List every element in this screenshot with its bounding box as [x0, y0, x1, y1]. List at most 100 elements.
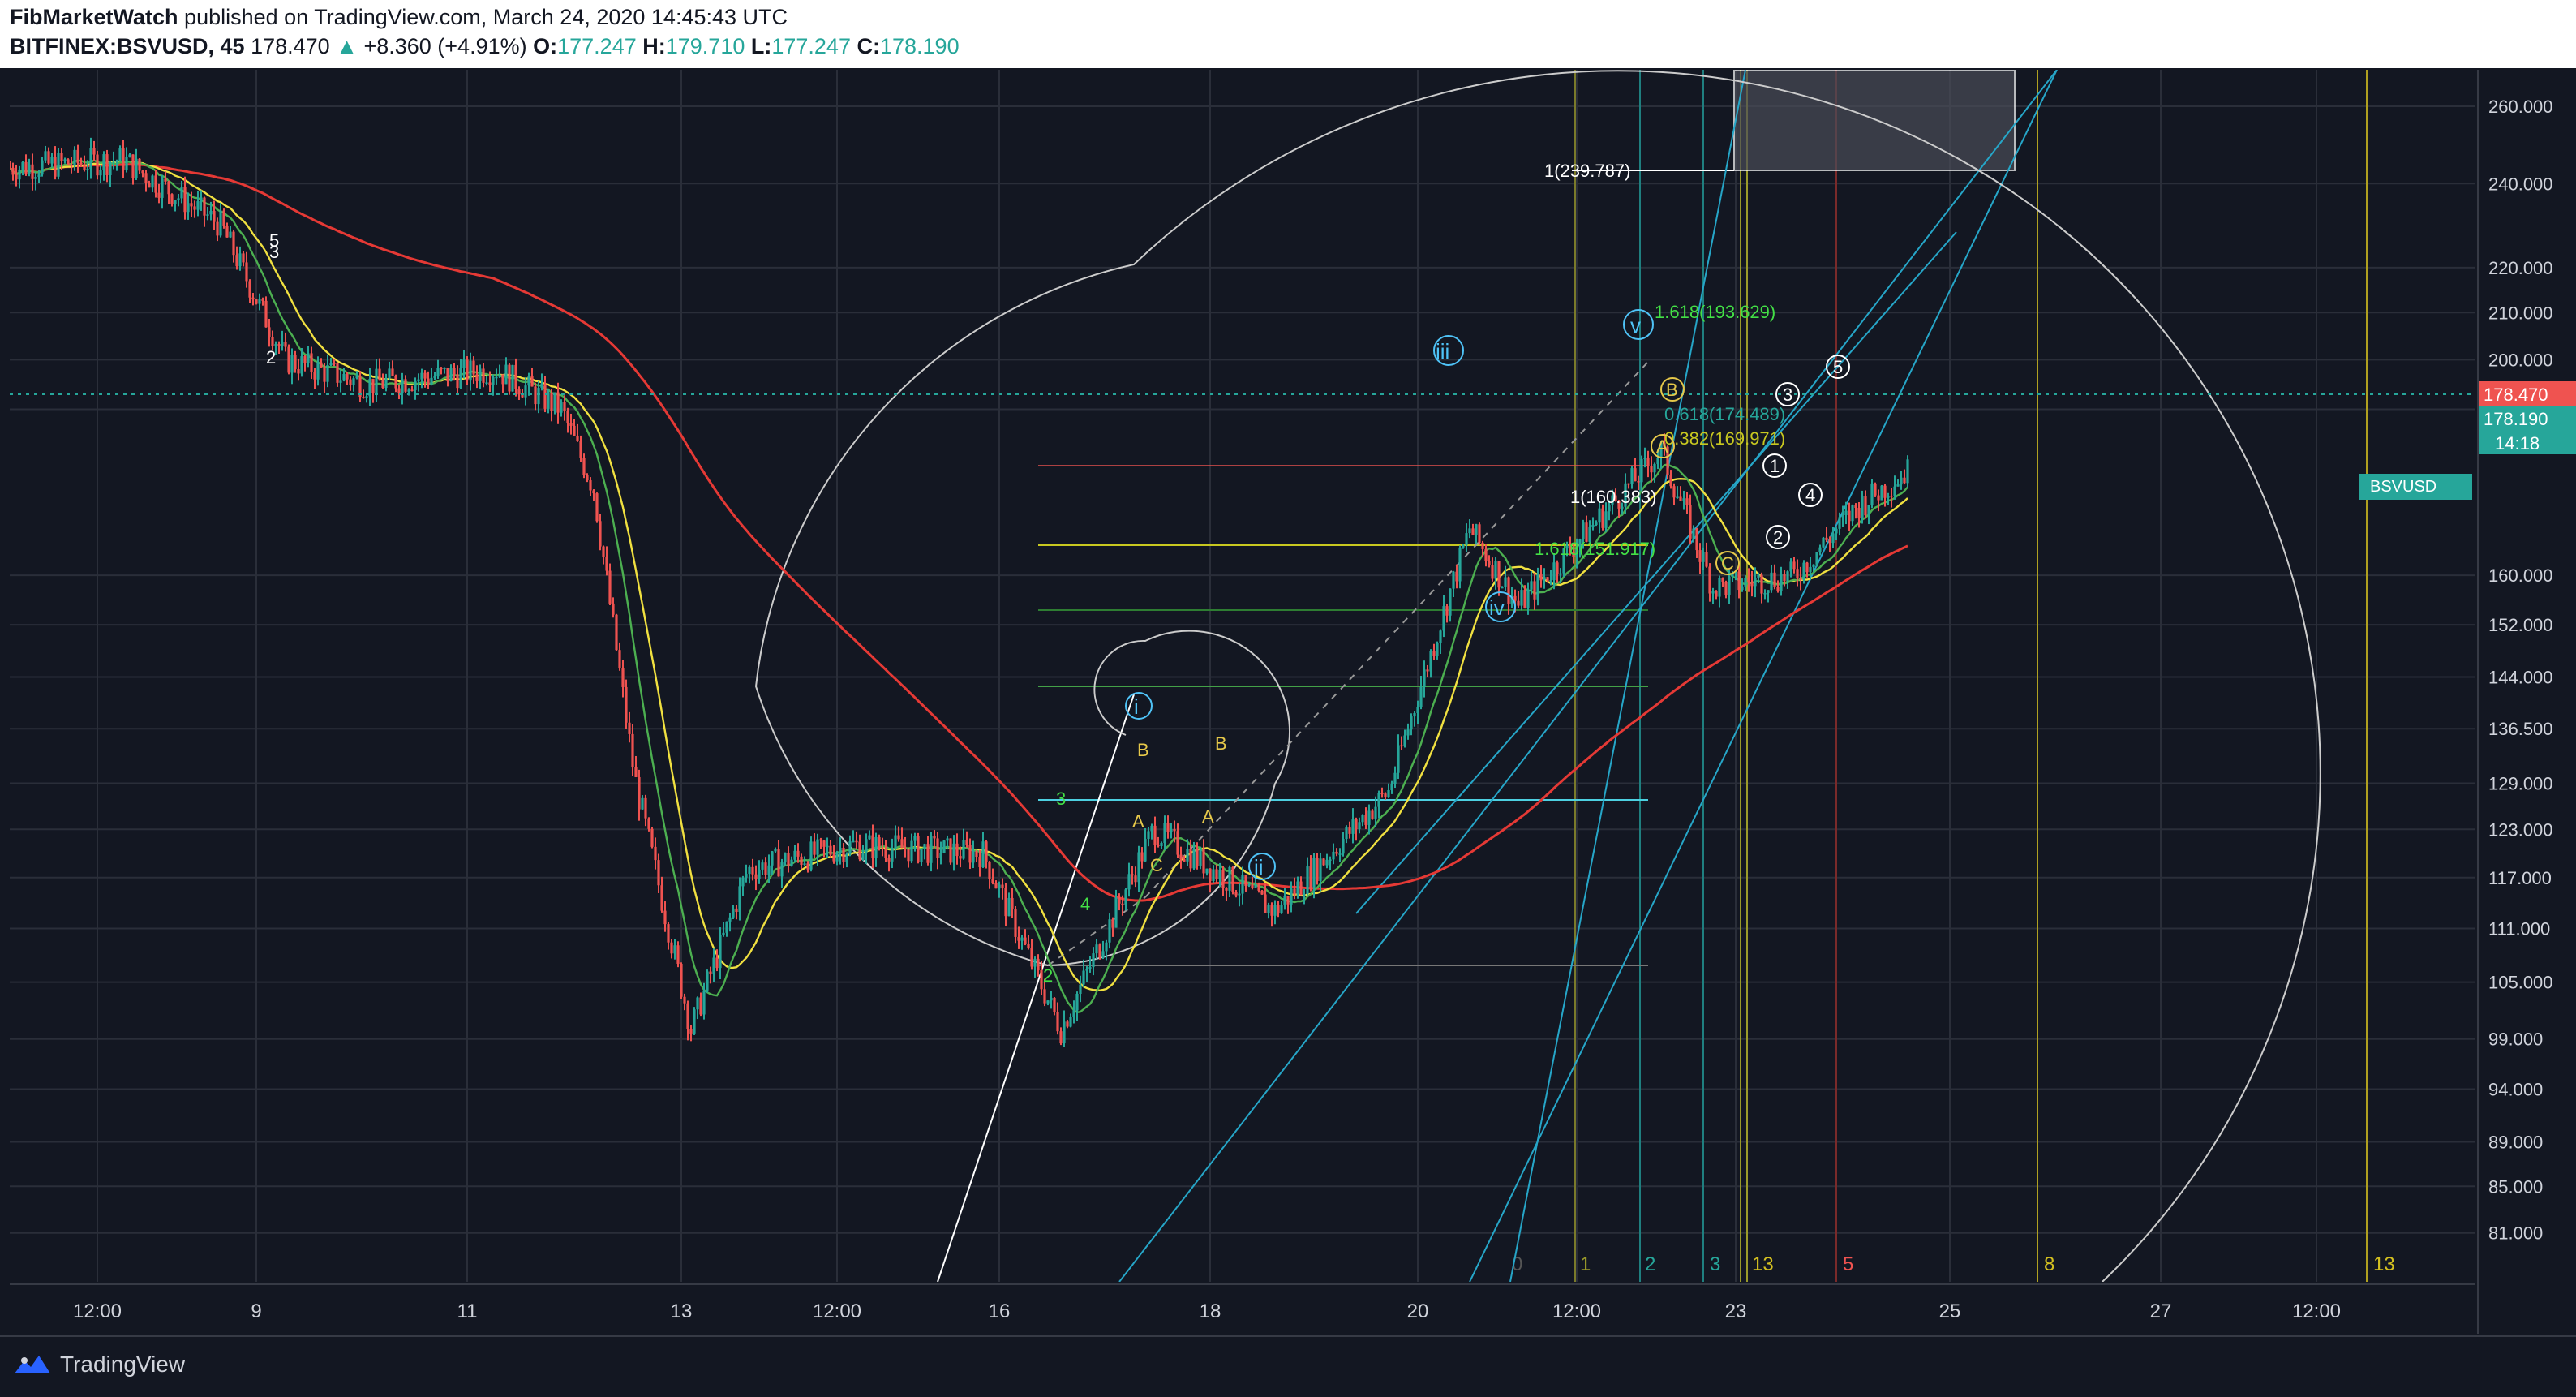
- candle-body: [663, 910, 667, 925]
- candle-body: [1445, 606, 1449, 616]
- candle-body: [654, 846, 657, 861]
- wave-label-v: v: [1630, 313, 1641, 337]
- candle-body: [1708, 566, 1711, 594]
- candle-body: [1176, 831, 1179, 855]
- candle-body: [1127, 874, 1131, 890]
- candle-body: [1520, 590, 1523, 606]
- candle-body: [1196, 849, 1199, 866]
- candle-body: [433, 376, 436, 378]
- candle-body: [1140, 852, 1144, 862]
- candle-body: [560, 402, 563, 413]
- y-axis[interactable]: 260.000240.000220.000210.000200.000190.0…: [2462, 70, 2576, 1334]
- candle-body: [1851, 505, 1854, 522]
- small-label-4: 3: [1056, 789, 1066, 809]
- candle-body: [1345, 827, 1348, 840]
- candle-body: [1364, 815, 1367, 825]
- candle-body: [521, 394, 524, 398]
- candle-body: [1325, 859, 1329, 866]
- candle-body: [1669, 475, 1672, 487]
- candle-body: [835, 853, 839, 862]
- minor-label-B: B: [1666, 380, 1678, 400]
- candle-body: [86, 169, 89, 170]
- candle-body: [24, 161, 28, 174]
- candle-body: [209, 211, 213, 215]
- candle-body: [972, 851, 975, 863]
- candle-body: [1715, 591, 1718, 597]
- candle-body: [595, 493, 599, 522]
- minor-label-C: C: [1721, 553, 1734, 574]
- author-name[interactable]: FibMarketWatch: [10, 5, 178, 29]
- candle-body: [1822, 537, 1825, 548]
- candle-body: [1380, 793, 1384, 795]
- candle-body: [1111, 919, 1114, 928]
- candle-body: [1429, 651, 1432, 672]
- candle-body: [1883, 485, 1887, 498]
- candle-body: [67, 159, 70, 165]
- candle-body: [647, 818, 650, 829]
- candle-body: [1072, 1010, 1075, 1017]
- candle-body: [1270, 904, 1273, 916]
- candle-body: [1526, 589, 1530, 608]
- candle-body: [1134, 875, 1137, 883]
- tradingview-logo[interactable]: TradingView: [13, 1352, 185, 1378]
- y-tick-label: 129.000: [2488, 774, 2553, 794]
- candle-body: [1728, 576, 1731, 595]
- candle-body: [303, 356, 307, 363]
- candle-body: [1841, 514, 1844, 518]
- candle-body: [76, 149, 79, 163]
- candle-body: [1377, 793, 1380, 807]
- candle-body: [874, 837, 878, 858]
- candle-body: [573, 425, 576, 436]
- candle-body: [1046, 1000, 1050, 1004]
- minor-label-2: 2: [1773, 527, 1783, 548]
- candle-body: [998, 884, 1001, 889]
- candle-body: [530, 376, 534, 387]
- candle-body: [699, 997, 702, 1015]
- candle-body: [479, 368, 482, 381]
- candle-body: [339, 380, 342, 383]
- candle-body: [1231, 866, 1234, 892]
- candle-body: [780, 862, 784, 877]
- chart-area[interactable]: 0 1 2 3 13 5 8 13: [8, 69, 2475, 1283]
- x-tick-label: 12:00: [2292, 1300, 2341, 1322]
- close-price-badge-text: 178.190: [2484, 409, 2548, 429]
- candle-body: [1163, 823, 1166, 844]
- candle-body: [715, 957, 719, 969]
- candle-body: [1059, 1031, 1063, 1044]
- y-tick-label: 200.000: [2488, 350, 2553, 370]
- candle-body: [475, 374, 479, 381]
- candle-body: [1202, 849, 1205, 874]
- fib-label-0382: 0.382(169.971): [1664, 428, 1785, 449]
- candle-body: [1556, 562, 1559, 574]
- candle-body: [449, 368, 453, 381]
- x-axis[interactable]: 12:00 9 11 13 12:00 16 18 20 12:00 23 25 27 12:00: [10, 1283, 2475, 1335]
- wave-labels: i ii iii iv v: [1125, 309, 1654, 880]
- candle-body: [1643, 458, 1646, 459]
- candle-body: [1903, 477, 1906, 484]
- candle-body: [329, 363, 333, 366]
- candle-body: [1478, 524, 1481, 543]
- y-tick-label: 105.000: [2488, 973, 2553, 993]
- candle-body: [527, 376, 530, 386]
- candle-body: [355, 376, 358, 379]
- candle-body: [566, 411, 569, 423]
- candle-body: [1741, 586, 1744, 591]
- candle-body: [1030, 948, 1033, 967]
- candle-body: [1598, 508, 1601, 523]
- candle-body: [904, 848, 907, 850]
- candle-body: [83, 164, 86, 170]
- candle-body: [1663, 442, 1666, 447]
- candle-body: [368, 378, 371, 397]
- candle-body: [1319, 858, 1322, 882]
- candle-body: [1221, 870, 1225, 888]
- chart-canvas[interactable]: 0 1 2 3 13 5 8 13: [8, 69, 2475, 1283]
- candle-body: [1731, 573, 1734, 577]
- candle-body: [174, 200, 177, 204]
- candle-body: [1027, 944, 1030, 948]
- candle-body: [323, 367, 326, 382]
- candle-body: [1595, 522, 1598, 526]
- candle-body: [1536, 574, 1539, 600]
- candle-body: [1627, 483, 1630, 485]
- candle-body: [719, 935, 722, 969]
- candle-body: [949, 838, 952, 863]
